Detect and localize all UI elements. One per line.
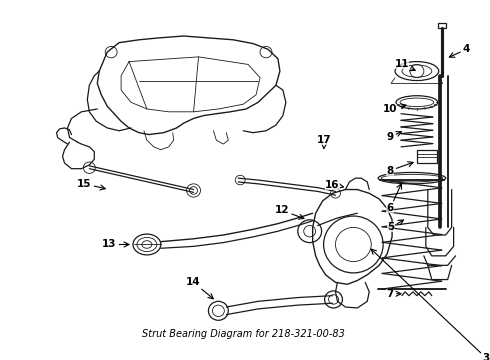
- Text: 16: 16: [325, 180, 343, 190]
- Text: 15: 15: [77, 179, 105, 190]
- Text: 6: 6: [387, 184, 401, 213]
- Text: 1: 1: [0, 359, 1, 360]
- Bar: [438, 23, 446, 28]
- Text: 4: 4: [449, 44, 470, 57]
- Text: 12: 12: [275, 205, 304, 219]
- Text: 14: 14: [186, 278, 213, 299]
- Text: 11: 11: [395, 59, 415, 71]
- Text: 10: 10: [383, 104, 406, 114]
- Text: 8: 8: [387, 162, 413, 176]
- Text: 5: 5: [388, 220, 404, 233]
- Bar: [417, 150, 437, 163]
- Text: Strut Bearing Diagram for 218-321-00-83: Strut Bearing Diagram for 218-321-00-83: [142, 329, 344, 338]
- Text: 17: 17: [317, 135, 332, 149]
- Text: 9: 9: [387, 132, 401, 143]
- Text: 3: 3: [371, 249, 490, 360]
- Text: 13: 13: [102, 239, 129, 249]
- Text: 7: 7: [387, 289, 401, 299]
- Text: 2: 2: [0, 359, 1, 360]
